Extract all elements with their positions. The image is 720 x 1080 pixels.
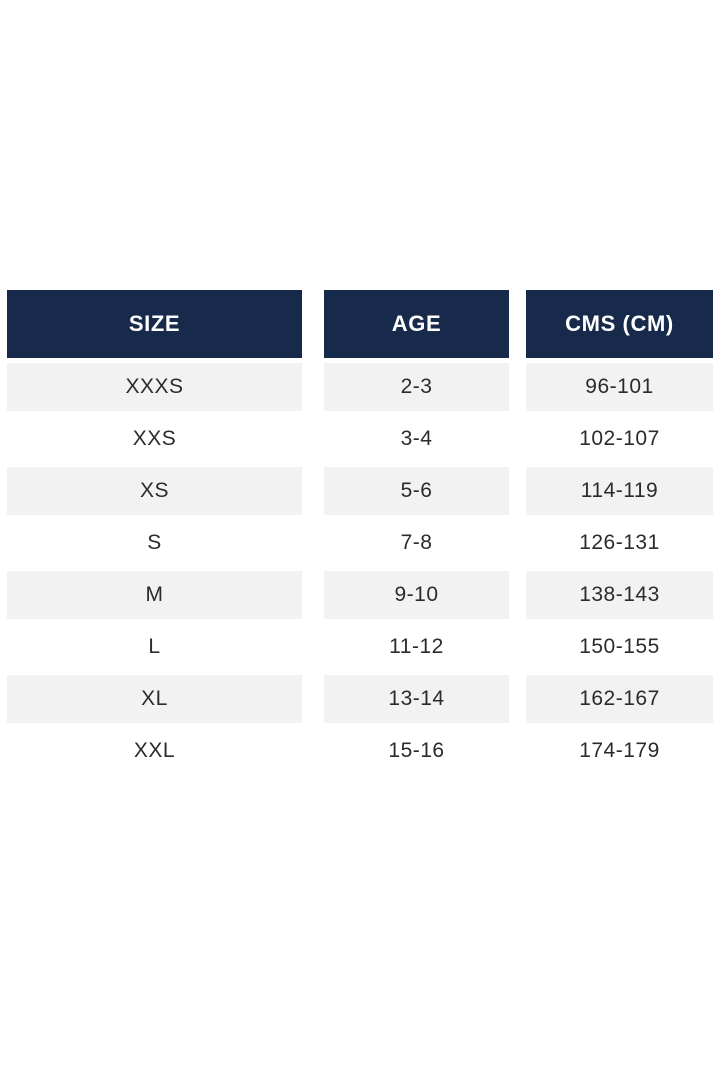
cms-cell: 150-155 [526, 623, 713, 671]
size-cell: XXXS [7, 363, 302, 411]
cms-cell: 138-143 [526, 571, 713, 619]
age-cell: 11-12 [324, 623, 509, 671]
column-header-age: AGE [324, 290, 509, 358]
size-cell: S [7, 519, 302, 567]
size-cell: XS [7, 467, 302, 515]
age-cell: 9-10 [324, 571, 509, 619]
column-header-size: SIZE [7, 290, 302, 358]
cms-cell: 126-131 [526, 519, 713, 567]
table-row: XL 13-14 162-167 [7, 675, 713, 723]
table-row: XXXS 2-3 96-101 [7, 363, 713, 411]
size-cell: M [7, 571, 302, 619]
age-cell: 3-4 [324, 415, 509, 463]
cms-cell: 114-119 [526, 467, 713, 515]
table-row: L 11-12 150-155 [7, 623, 713, 671]
size-chart-table: SIZE AGE CMS (CM) XXXS 2-3 96-101 XXS 3-… [7, 290, 713, 779]
age-cell: 7-8 [324, 519, 509, 567]
cms-cell: 162-167 [526, 675, 713, 723]
size-cell: XXL [7, 727, 302, 775]
cms-cell: 102-107 [526, 415, 713, 463]
table-row: S 7-8 126-131 [7, 519, 713, 567]
cms-cell: 96-101 [526, 363, 713, 411]
table-row: XXS 3-4 102-107 [7, 415, 713, 463]
table-header-row: SIZE AGE CMS (CM) [7, 290, 713, 358]
age-cell: 5-6 [324, 467, 509, 515]
table-row: XXL 15-16 174-179 [7, 727, 713, 775]
size-cell: L [7, 623, 302, 671]
size-cell: XL [7, 675, 302, 723]
size-cell: XXS [7, 415, 302, 463]
age-cell: 13-14 [324, 675, 509, 723]
table-row: M 9-10 138-143 [7, 571, 713, 619]
table-row: XS 5-6 114-119 [7, 467, 713, 515]
column-header-cms: CMS (CM) [526, 290, 713, 358]
age-cell: 2-3 [324, 363, 509, 411]
cms-cell: 174-179 [526, 727, 713, 775]
age-cell: 15-16 [324, 727, 509, 775]
